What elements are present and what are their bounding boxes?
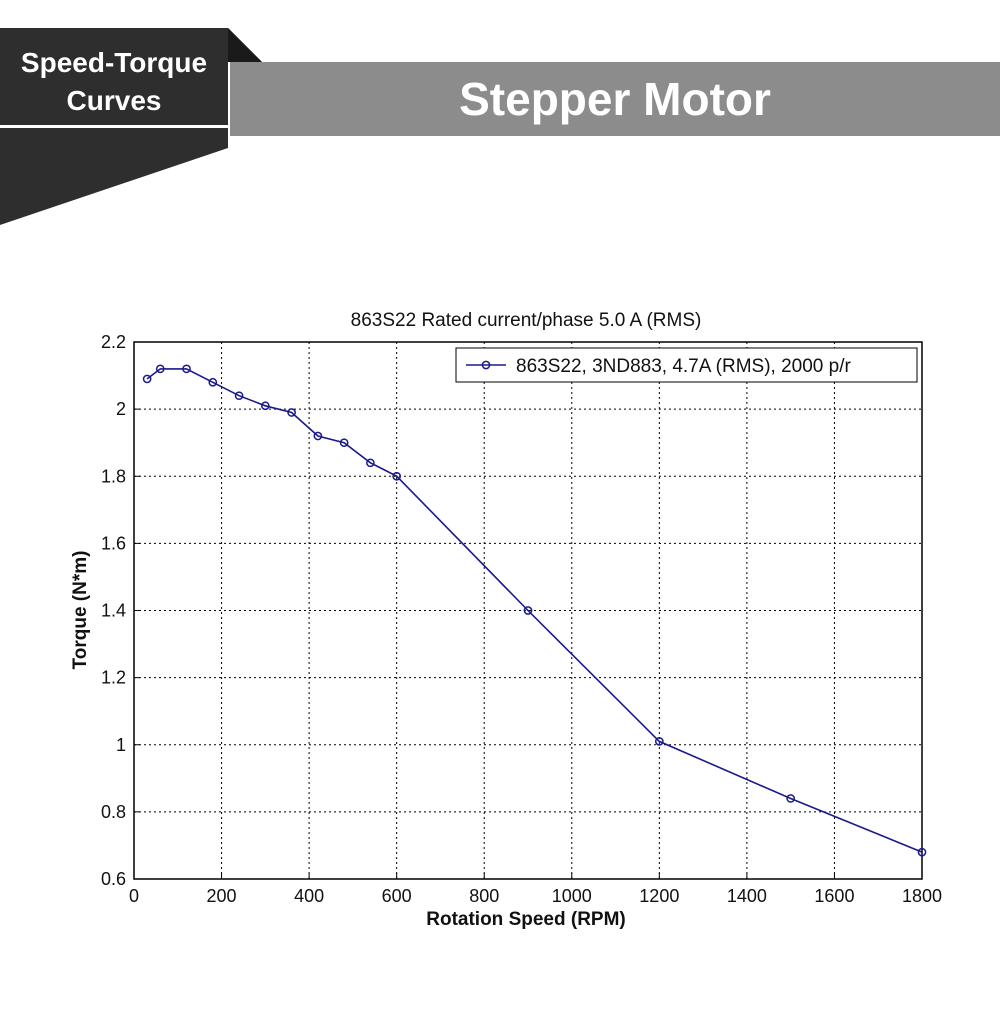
x-tick-label: 200: [207, 886, 237, 906]
data-point: [786, 794, 796, 803]
title-bar: [230, 62, 1000, 136]
data-point: [142, 374, 152, 384]
data-point: [260, 401, 270, 411]
series-group: [142, 364, 927, 857]
data-point: [287, 408, 296, 417]
page-title: Stepper Motor: [459, 73, 771, 125]
x-tick-label: 800: [469, 886, 499, 906]
legend-marker: [481, 360, 491, 370]
data-point: [523, 606, 533, 615]
data-point: [208, 377, 218, 387]
y-tick-label: 1.6: [101, 533, 126, 553]
data-point: [182, 364, 191, 374]
y-tick-label: 2.2: [101, 332, 126, 352]
tag-fold: [228, 28, 262, 62]
y-tick-label: 2: [116, 399, 126, 419]
tag-line-2: Curves: [66, 85, 162, 116]
tag-underline: [0, 125, 228, 128]
y-tick-label: 0.8: [101, 802, 126, 822]
x-tick-label: 1600: [814, 886, 854, 906]
x-tick-label: 600: [382, 886, 412, 906]
data-point: [366, 458, 375, 468]
y-tick-label: 1.4: [101, 601, 126, 621]
header-banner: [0, 28, 1000, 225]
data-point: [917, 847, 927, 857]
data-point: [155, 364, 165, 374]
chart-legend: 863S22, 3ND883, 4.7A (RMS), 2000 p/r: [455, 347, 918, 383]
legend-label: 863S22, 3ND883, 4.7A (RMS), 2000 p/r: [516, 356, 851, 377]
data-point: [313, 431, 323, 441]
tag-line-1: Speed-Torque: [20, 47, 208, 78]
y-tick-label: 1.8: [101, 466, 126, 486]
speed-torque-chart: 863S22 Rated current/phase 5.0 A (RMS) 0…: [70, 310, 942, 930]
data-point: [339, 438, 349, 448]
data-point: [392, 471, 402, 481]
x-tick-label: 1200: [639, 886, 679, 906]
chart-title: 863S22 Rated current/phase 5.0 A (RMS): [351, 310, 702, 331]
data-point: [654, 737, 664, 746]
x-tick-label: 0: [129, 886, 139, 906]
x-tick-label: 1800: [902, 886, 942, 906]
y-tick-label: 1: [116, 735, 126, 755]
y-axis-label: Torque (N*m): [70, 551, 91, 670]
x-axis-ticks: 0 200 400 600 800 1000 1200 1400 1600 1800: [129, 873, 942, 906]
y-tick-label: 1.2: [101, 668, 126, 688]
x-tick-label: 1400: [727, 886, 767, 906]
data-point: [234, 391, 244, 401]
y-tick-label: 0.6: [101, 869, 126, 889]
x-tick-label: 400: [294, 886, 324, 906]
x-axis-label: Rotation Speed (RPM): [426, 909, 626, 930]
legend-box: [455, 347, 918, 383]
series-line: [146, 368, 923, 853]
x-tick-label: 1000: [552, 886, 592, 906]
y-axis-ticks: 0.6 0.8 1 1.2 1.4 1.6 1.8 2 2.2: [101, 332, 140, 889]
